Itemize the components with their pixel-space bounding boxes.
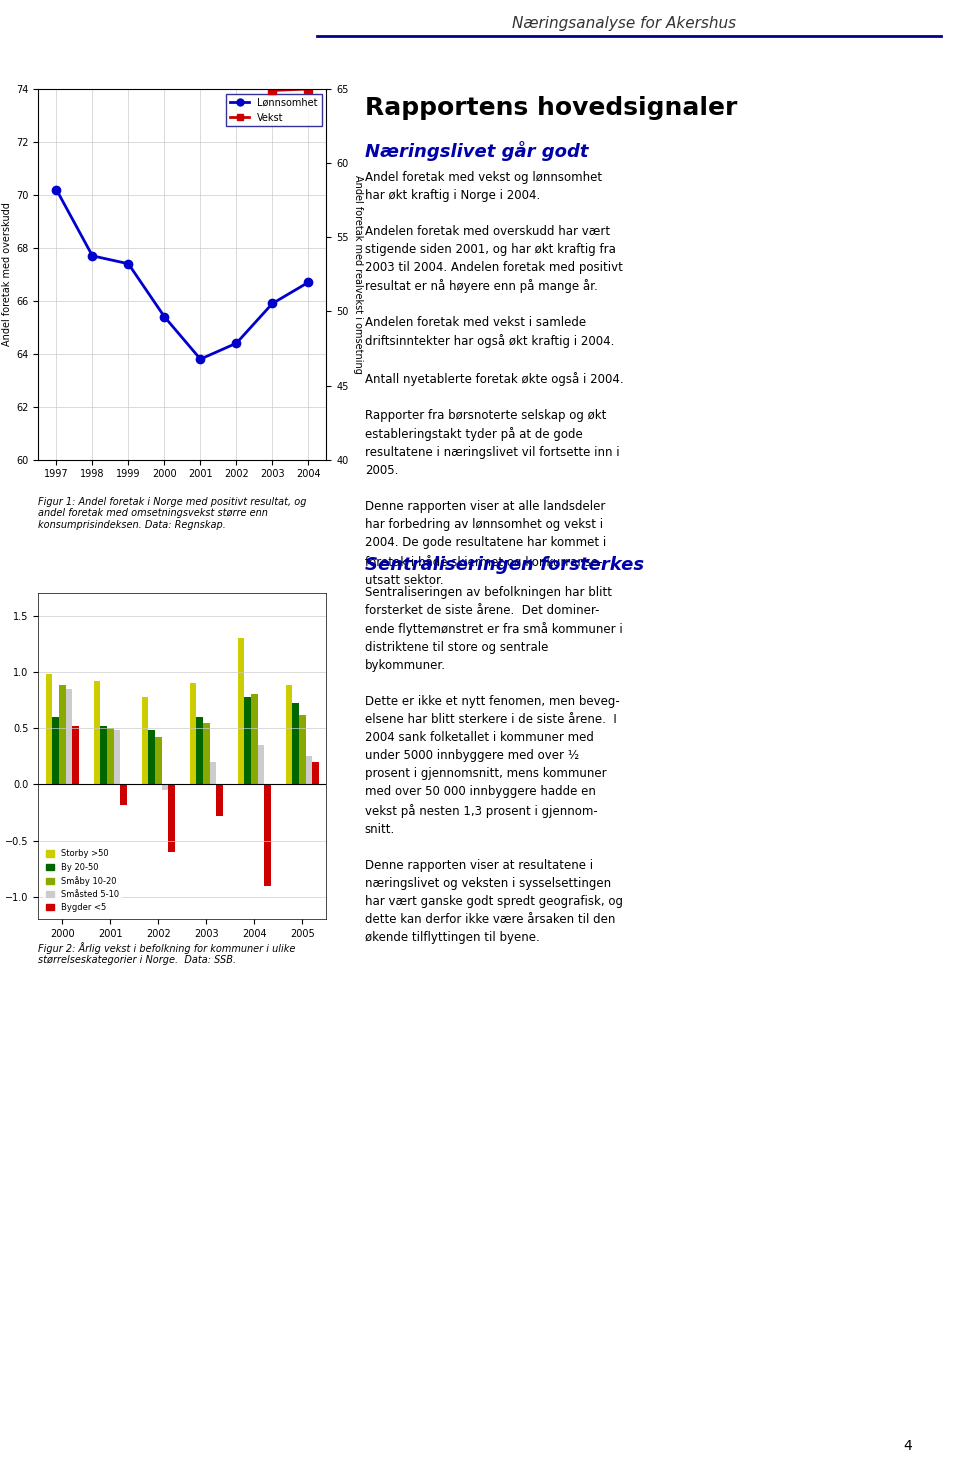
Bar [113,731,121,785]
Bar [252,694,258,785]
Text: Næringslivet går godt: Næringslivet går godt [365,141,588,160]
Bar [155,737,161,785]
Bar [148,731,155,785]
Bar [45,675,52,785]
Vekst [123,47,134,65]
Bar [60,685,65,785]
Bar [292,703,299,785]
Bar [244,697,252,785]
Vekst [302,80,314,98]
Bar [65,688,73,785]
Lønnsomhet [158,308,170,326]
Bar [286,685,292,785]
Text: Figur 1: Andel foretak i Norge med positivt resultat, og
andel foretak med omset: Figur 1: Andel foretak i Norge med posit… [38,497,307,529]
Bar [217,785,223,816]
Text: 4: 4 [903,1440,912,1453]
Legend: Lønnsomhet, Vekst: Lønnsomhet, Vekst [226,93,322,126]
Lønnsomhet [86,248,98,265]
Line: Vekst: Vekst [124,44,313,95]
Vekst [267,82,278,99]
Bar [189,684,196,785]
Lønnsomhet [230,334,242,351]
Bar [264,785,271,885]
Bar [197,716,204,785]
Vekst [230,40,242,58]
Bar [312,762,319,785]
Line: Lønnsomhet: Lønnsomhet [52,185,313,363]
Y-axis label: Andel foretak med overskudd: Andel foretak med overskudd [2,202,12,347]
Text: Figur 2: Årlig vekst i befolkning for kommuner i ulike
størrelseskategorier i No: Figur 2: Årlig vekst i befolkning for ko… [38,942,296,965]
Bar [142,697,148,785]
Bar [305,756,312,785]
Text: Andel foretak med vekst og lønnsomhet
har økt kraftig i Norge i 2004.

Andelen f: Andel foretak med vekst og lønnsomhet ha… [365,171,623,587]
Bar [161,785,169,790]
Bar [52,716,59,785]
Bar [204,722,210,785]
Vekst [158,49,170,67]
Bar [121,785,127,805]
Y-axis label: Andel foretak med realvekst i omsetning: Andel foretak med realvekst i omsetning [352,175,363,374]
Vekst [195,59,206,77]
Bar [299,715,305,785]
Lønnsomhet [267,295,278,313]
Bar [257,744,264,785]
Text: Rapportens hovedsignaler: Rapportens hovedsignaler [365,96,737,120]
Text: Sentraliseringen forsterkes: Sentraliseringen forsterkes [365,556,644,574]
Bar [169,785,176,851]
Text: Næringsanalyse for Akershus: Næringsanalyse for Akershus [512,16,736,31]
Bar [73,727,79,785]
Text: Sentraliseringen av befolkningen har blitt
forsterket de siste årene.  Det domin: Sentraliseringen av befolkningen har bli… [365,586,623,943]
Legend: Storby >50, By 20-50, Småby 10-20, Småsted 5-10, Bygder <5: Storby >50, By 20-50, Småby 10-20, Småst… [42,847,122,915]
Bar [238,638,244,785]
Lønnsomhet [123,255,134,273]
Bar [107,728,113,785]
Lønnsomhet [302,273,314,291]
Bar [100,727,107,785]
Bar [93,681,100,785]
Bar [210,762,217,785]
Lønnsomhet [195,350,206,368]
Lønnsomhet [51,181,62,199]
